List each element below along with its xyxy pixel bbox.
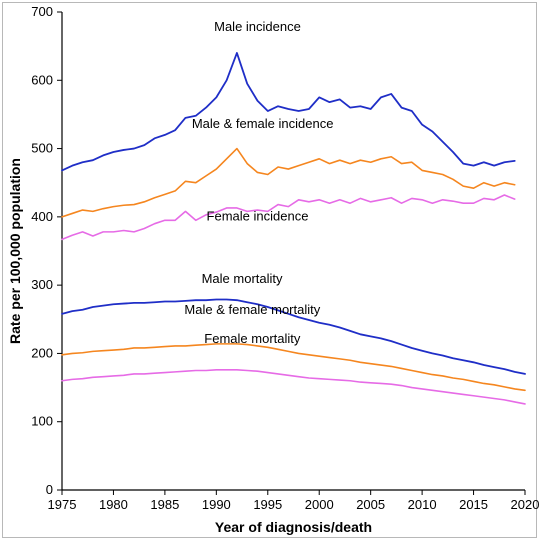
y-tick-label: 100 xyxy=(31,414,53,429)
chart-svg: 0 100 200 300 400 500 600 700 1975 1980 1985 1990 19… xyxy=(0,0,540,541)
y-tick-label: 300 xyxy=(31,277,53,292)
x-tick-label: 1990 xyxy=(202,497,231,512)
series-label: Male & female incidence xyxy=(192,116,334,131)
y-tick-label: 700 xyxy=(31,4,53,19)
x-tick-label: 1980 xyxy=(99,497,128,512)
x-axis-label: Year of diagnosis/death xyxy=(215,519,372,535)
x-tick-label: 2010 xyxy=(408,497,437,512)
series-label: Male mortality xyxy=(202,271,283,286)
y-tick-label: 400 xyxy=(31,209,53,224)
y-tick-label: 500 xyxy=(31,141,53,156)
x-tick-label: 1995 xyxy=(253,497,282,512)
x-tick-label: 1975 xyxy=(48,497,77,512)
x-tick-label: 2020 xyxy=(511,497,540,512)
y-axis-label: Rate per 100,000 population xyxy=(7,158,23,344)
y-tick-label: 600 xyxy=(31,72,53,87)
series-label: Female mortality xyxy=(204,331,301,346)
y-tick-label: 0 xyxy=(46,482,53,497)
x-tick-label: 2000 xyxy=(305,497,334,512)
x-tick-label: 2005 xyxy=(356,497,385,512)
x-tick-label: 1985 xyxy=(150,497,179,512)
y-tick-label: 200 xyxy=(31,345,53,360)
x-tick-label: 2015 xyxy=(459,497,488,512)
series-label: Female incidence xyxy=(207,208,309,223)
rate-chart: 0 100 200 300 400 500 600 700 1975 1980 1985 1990 19… xyxy=(0,0,540,541)
series-label: Male & female mortality xyxy=(184,302,320,317)
series-label: Male incidence xyxy=(214,19,301,34)
